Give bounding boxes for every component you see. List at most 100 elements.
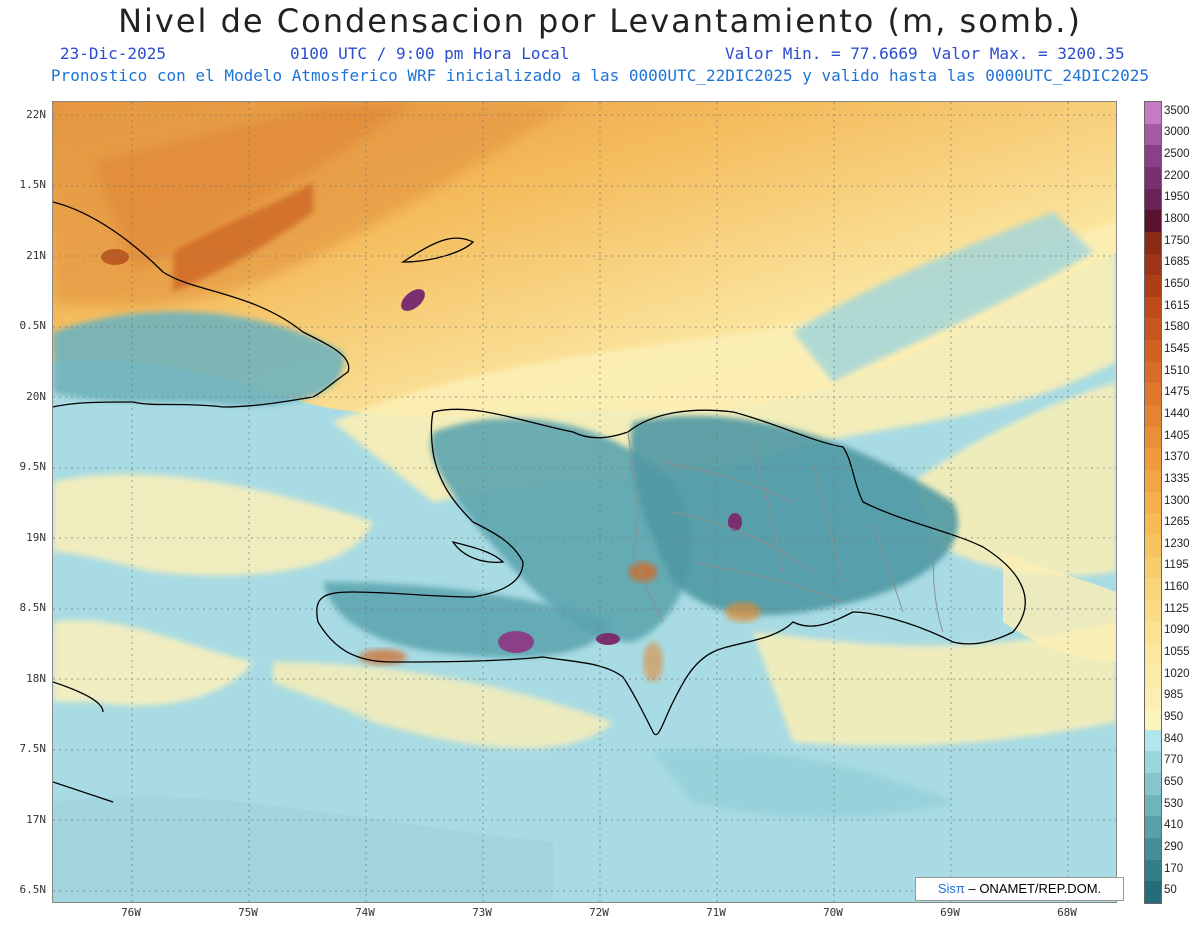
- colorbar-segment: [1145, 491, 1161, 514]
- lat-label: 8.5N: [19, 601, 47, 614]
- lat-label: 18N: [26, 672, 46, 685]
- colorbar-label: 1685: [1164, 256, 1190, 269]
- colorbar-segment: [1145, 556, 1161, 579]
- colorbar-label: 1090: [1164, 624, 1190, 637]
- cuba-teal-patch: [53, 311, 344, 406]
- map-title: Nivel de Condensacion por Levantamiento …: [118, 2, 1082, 40]
- colorbar-label: 840: [1164, 732, 1184, 745]
- colorbar-label: 170: [1164, 862, 1184, 875]
- lon-label: 76W: [121, 906, 141, 919]
- colorbar-segment: [1145, 145, 1161, 168]
- cuba-coast: [53, 201, 350, 408]
- forecast-date: 23-Dic-2025: [60, 44, 166, 63]
- colorbar-label: 1545: [1164, 342, 1190, 355]
- colorbar-segment: [1145, 361, 1161, 384]
- forecast-time: 0100 UTC / 9:00 pm Hora Local: [290, 44, 570, 63]
- colorbar-label: 1195: [1164, 559, 1189, 572]
- colorbar-label: 950: [1164, 710, 1184, 723]
- colorbar-label: 1615: [1164, 299, 1190, 312]
- colorbar-label: 50: [1164, 884, 1177, 897]
- colorbar-label: 3000: [1164, 126, 1190, 139]
- colorbar-label: 410: [1164, 819, 1184, 832]
- lat-label: 6.5N: [19, 883, 47, 896]
- colorbar-label: 1405: [1164, 429, 1190, 442]
- credit-box: Sisπ – ONAMET/REP.DOM.: [915, 877, 1124, 901]
- lat-label: 20N: [26, 390, 46, 403]
- colorbar-segment: [1145, 794, 1161, 817]
- colorbar-label: 1440: [1164, 407, 1190, 420]
- colorbar-label: 1125: [1164, 602, 1189, 615]
- lat-label: 0.5N: [19, 319, 47, 332]
- colorbar-segment: [1145, 405, 1161, 428]
- colorbar-segment: [1145, 210, 1161, 233]
- lat-label: 1.5N: [19, 178, 47, 191]
- colorbar-segment: [1145, 470, 1161, 493]
- colorbar-segment: [1145, 729, 1161, 752]
- lon-label: 70W: [823, 906, 843, 919]
- colorbar-label: 3500: [1164, 104, 1190, 117]
- colorbar-label: 650: [1164, 775, 1184, 788]
- colorbar-label: 290: [1164, 840, 1184, 853]
- lat-label: 17N: [26, 813, 46, 826]
- lat-label: 22N: [26, 108, 46, 121]
- colorbar-segment: [1145, 664, 1161, 687]
- map-panel[interactable]: [52, 101, 1117, 903]
- lon-label: 73W: [472, 906, 492, 919]
- colorbar-label: 1750: [1164, 234, 1190, 247]
- colorbar-segment: [1145, 773, 1161, 796]
- colorbar-segment: [1145, 708, 1161, 731]
- colorbar-label: 2200: [1164, 169, 1190, 182]
- colorbar-label: 530: [1164, 797, 1184, 810]
- lon-label: 71W: [706, 906, 726, 919]
- colorbar-segment: [1145, 599, 1161, 623]
- min-value: Valor Min. = 77.6669: [725, 44, 918, 63]
- colorbar-segment: [1145, 102, 1161, 125]
- colorbar: [1144, 101, 1162, 904]
- haiti-teal-patch: [430, 418, 692, 642]
- colorbar-label: 1020: [1164, 667, 1190, 680]
- lon-label: 69W: [940, 906, 960, 919]
- colorbar-label: 2500: [1164, 148, 1190, 161]
- colorbar-label: 1160: [1164, 581, 1189, 594]
- lat-label: 9.5N: [19, 460, 47, 473]
- purple-spot: [401, 289, 425, 311]
- colorbar-label: 1300: [1164, 494, 1190, 507]
- colorbar-segment: [1145, 188, 1161, 211]
- colorbar-label: 1370: [1164, 451, 1190, 464]
- colorbar-segment: [1145, 296, 1161, 319]
- colorbar-label: 1800: [1164, 213, 1190, 226]
- colorbar-segment: [1145, 643, 1161, 666]
- colorbar-segment: [1145, 231, 1161, 255]
- hispaniola-coast: [316, 408, 1026, 736]
- colorbar-label: 1580: [1164, 321, 1190, 334]
- colorbar-segment: [1145, 123, 1161, 146]
- colorbar-segment: [1145, 166, 1161, 190]
- forecast-validity: Pronostico con el Modelo Atmosferico WRF…: [50, 66, 1150, 85]
- colorbar-segment: [1145, 881, 1161, 904]
- lon-label: 68W: [1057, 906, 1077, 919]
- colorbar-segment: [1145, 253, 1161, 276]
- map-canvas: [53, 102, 1116, 902]
- purple-spot-haiti: [498, 631, 534, 653]
- max-value: Valor Max. = 3200.35: [932, 44, 1125, 63]
- colorbar-segment: [1145, 275, 1161, 298]
- colorbar-label: 985: [1164, 689, 1184, 702]
- colorbar-label: 1510: [1164, 364, 1190, 377]
- lon-label: 72W: [589, 906, 609, 919]
- colorbar-segment: [1145, 426, 1161, 449]
- colorbar-label: 1055: [1164, 646, 1190, 659]
- colorbar-segment: [1145, 838, 1161, 861]
- colorbar-segment: [1145, 621, 1161, 644]
- credit-text: – ONAMET/REP.DOM.: [964, 881, 1102, 896]
- colorbar-label: 1475: [1164, 386, 1190, 399]
- lat-label: 19N: [26, 531, 46, 544]
- colorbar-segment: [1145, 686, 1161, 709]
- colorbar-segment: [1145, 751, 1161, 774]
- colorbar-label: 1335: [1164, 472, 1190, 485]
- colorbar-label: 1650: [1164, 278, 1190, 290]
- colorbar-label: 770: [1164, 754, 1184, 767]
- lon-label: 74W: [355, 906, 375, 919]
- colorbar-label: 1950: [1164, 191, 1190, 204]
- colorbar-segment: [1145, 816, 1161, 839]
- colorbar-segment: [1145, 859, 1161, 882]
